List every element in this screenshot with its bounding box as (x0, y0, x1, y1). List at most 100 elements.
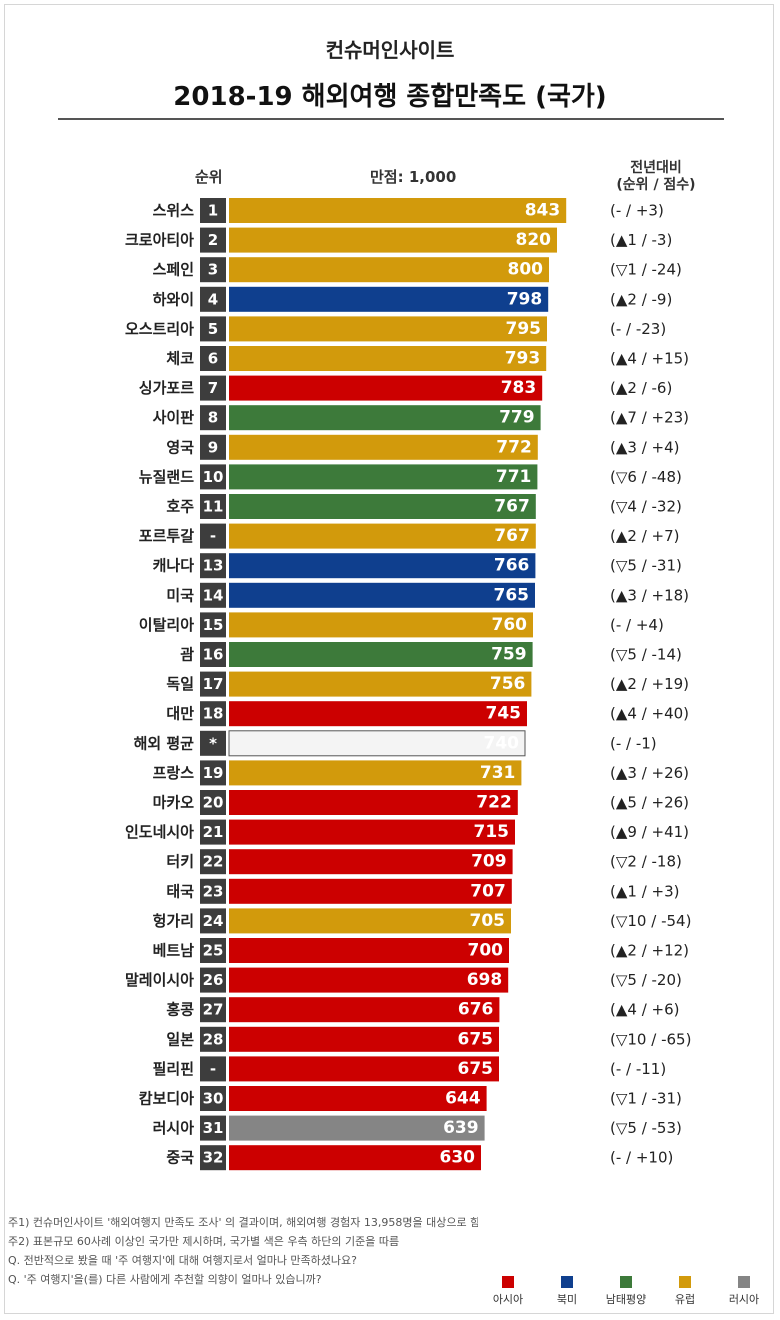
rank-label: 5 (208, 320, 218, 338)
rank-label: 32 (203, 1149, 224, 1167)
rank-label: * (209, 734, 217, 752)
rank-box (200, 997, 226, 1023)
change-label: (▲1 / +3) (610, 882, 680, 900)
rank-label: 15 (203, 616, 224, 634)
rank-box (200, 849, 226, 875)
change-label: (- / -23) (610, 320, 666, 338)
bar (229, 316, 547, 342)
change-label: (▲4 / +15) (610, 350, 689, 368)
rank-label: 22 (203, 853, 224, 871)
change-label: (▲3 / +18) (610, 586, 689, 604)
rank-box (200, 612, 226, 638)
country-label: 사이판 (153, 409, 195, 427)
rank-box (200, 316, 226, 342)
country-label: 헝가리 (153, 912, 194, 930)
change-label: (▲3 / +26) (610, 764, 689, 782)
legend-item-north-america: 북미 (537, 1276, 597, 1307)
value-label: 798 (507, 289, 543, 309)
bar (229, 346, 547, 371)
rank-box (200, 494, 226, 519)
rank-label: 7 (208, 379, 218, 397)
bar (229, 582, 535, 608)
change-label: (▲7 / +23) (610, 409, 689, 427)
change-label: (▽5 / -20) (610, 971, 682, 989)
rank-box (200, 1056, 226, 1082)
value-label: 676 (458, 1000, 494, 1020)
bar (229, 286, 549, 312)
country-label: 포르투갈 (139, 527, 194, 545)
rank-label: 18 (203, 705, 224, 723)
bar (229, 671, 532, 697)
region-legend: 아시아 북미 남태평양 유럽 러시아 (478, 1276, 774, 1316)
value-label: 793 (505, 349, 541, 369)
legend-label-south-pacific: 남태평양 (605, 1293, 647, 1306)
rank-label: 20 (203, 794, 224, 812)
change-label: (▲2 / -9) (610, 290, 672, 308)
country-label: 중국 (166, 1149, 194, 1167)
country-label: 러시아 (153, 1119, 195, 1137)
country-label: 일본 (166, 1030, 194, 1048)
country-label: 싱가포르 (139, 379, 194, 397)
bar (229, 434, 538, 460)
chart-frame (4, 4, 774, 1314)
value-label: 707 (470, 881, 506, 901)
country-label: 태국 (166, 882, 194, 900)
change-label: (▽5 / -31) (610, 557, 682, 575)
change-label: (▽4 / -32) (610, 498, 682, 516)
country-label: 호주 (166, 498, 194, 516)
value-label: 675 (458, 1029, 494, 1049)
legend-label-north-america: 북미 (556, 1293, 578, 1306)
rank-label: 9 (208, 438, 218, 456)
country-label: 뉴질랜드 (139, 468, 194, 486)
value-label: 843 (525, 201, 561, 221)
rank-box (200, 286, 226, 312)
country-label: 마카오 (153, 794, 195, 812)
value-label: 771 (496, 467, 532, 487)
rank-label: 25 (203, 942, 224, 960)
bar (229, 375, 543, 401)
rank-box (200, 1086, 226, 1111)
value-label: 800 (508, 260, 544, 280)
bar (229, 997, 500, 1023)
bar (229, 938, 509, 963)
rank-box (200, 346, 226, 371)
change-label: (▲2 / -6) (610, 379, 672, 397)
bar (229, 523, 536, 549)
legend-item-europe: 유럽 (655, 1276, 715, 1307)
change-label: (▲4 / +40) (610, 705, 689, 723)
change-label: (- / +3) (610, 202, 664, 220)
bar (229, 790, 518, 815)
rank-box (200, 1115, 226, 1141)
change-label: (▽10 / -65) (610, 1030, 691, 1048)
country-label: 인도네시아 (125, 823, 194, 841)
value-label: 675 (458, 1059, 494, 1079)
full-score-label: 만점: 1,000 (370, 168, 457, 186)
legend-label-europe: 유럽 (674, 1293, 696, 1306)
value-label: 700 (468, 941, 504, 961)
rank-label: 23 (203, 882, 224, 900)
value-label: 745 (486, 704, 522, 724)
rank-label: 6 (208, 350, 218, 368)
bar (229, 464, 538, 490)
value-label: 766 (494, 556, 530, 576)
country-label: 오스트리아 (125, 320, 194, 338)
rank-label: - (210, 1060, 216, 1078)
rank-box (200, 375, 226, 401)
bar (229, 878, 512, 904)
bar (229, 612, 533, 638)
title-divider (58, 118, 724, 120)
rank-box (200, 671, 226, 697)
country-label: 캄보디아 (139, 1090, 194, 1108)
rank-box (200, 701, 226, 727)
value-label: 767 (494, 526, 530, 546)
footnote-2: 주2) 표본규모 60사례 이상인 국가만 제시하며, 국가별 색은 우측 하단… (8, 1235, 400, 1248)
bar (229, 701, 527, 727)
bar (229, 1056, 499, 1082)
rank-label: 17 (203, 675, 224, 693)
country-label: 크로아티아 (125, 231, 194, 249)
bar (228, 730, 526, 757)
change-label: (▽6 / -48) (610, 468, 682, 486)
country-label: 프랑스 (153, 764, 195, 782)
rank-column-header: 순위 (195, 168, 223, 186)
